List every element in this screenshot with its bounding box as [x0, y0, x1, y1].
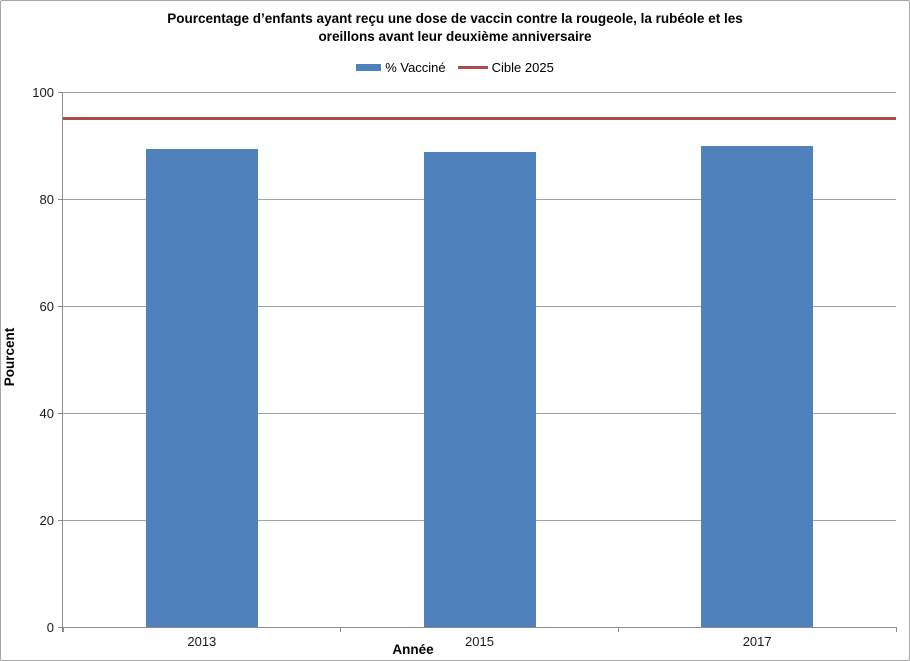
y-tick-mark	[58, 198, 63, 200]
chart-title-line-1: Pourcentage d’enfants ayant reçu une dos…	[167, 11, 743, 26]
legend-line-swatch-icon	[457, 65, 488, 69]
y-tick-mark	[58, 91, 63, 93]
y-tick-mark	[58, 519, 63, 521]
y-gridline	[63, 91, 896, 93]
legend-bar-swatch-icon	[356, 63, 382, 71]
y-tick-mark	[58, 305, 63, 307]
y-tick-label: 0	[46, 619, 54, 635]
target-line	[63, 117, 896, 121]
x-tick-mark	[340, 627, 342, 632]
y-tick-label: 60	[39, 298, 54, 314]
y-tick-label: 20	[39, 512, 54, 528]
chart-title: Pourcentage d’enfants ayant reçu une dos…	[75, 10, 835, 46]
y-tick-label: 40	[39, 405, 54, 421]
bar-2015	[423, 151, 536, 627]
bar-2017	[701, 146, 814, 627]
legend: % Vacciné Cible 2025	[1, 58, 909, 76]
x-axis-title: Année	[392, 642, 434, 657]
y-tick-mark	[58, 412, 63, 414]
x-tick-label: 2017	[742, 634, 772, 649]
x-tick-label: 2013	[187, 634, 217, 649]
legend-item: % Vacciné	[356, 59, 446, 75]
x-axis-line	[63, 626, 896, 628]
y-tick-mark	[58, 626, 63, 628]
y-tick-label: 80	[39, 191, 54, 207]
legend-label: % Vacciné	[385, 59, 446, 75]
y-tick-label: 100	[32, 84, 54, 100]
y-axis-title: Pourcent	[2, 327, 17, 387]
x-tick-mark	[895, 627, 897, 632]
x-tick-mark	[617, 627, 619, 632]
legend-label: Cible 2025	[491, 59, 554, 75]
x-tick-label: 2015	[465, 634, 494, 649]
legend-item: Cible 2025	[457, 59, 554, 75]
y-axis-line	[62, 92, 63, 632]
x-tick-mark	[62, 627, 64, 632]
chart-title-line-2: oreillons avant leur deuxième anniversai…	[318, 29, 592, 44]
bar-2013	[145, 149, 258, 627]
